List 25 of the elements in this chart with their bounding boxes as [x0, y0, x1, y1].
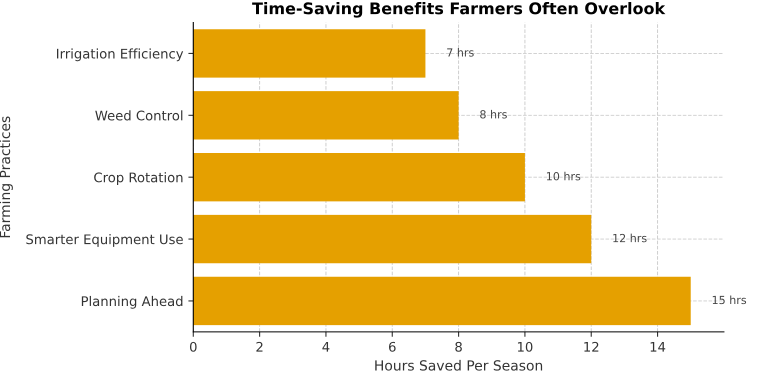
data-label: 7 hrs	[447, 48, 474, 57]
x-tick-label: 2	[256, 342, 262, 352]
y-tick-label: Weed Control	[95, 110, 182, 121]
x-tick-label: 10	[518, 342, 532, 352]
data-label: 8 hrs	[480, 110, 507, 119]
x-tick-label: 8	[455, 342, 462, 352]
y-tick-label: Irrigation Efficiency	[57, 48, 184, 62]
data-label: 10 hrs	[546, 172, 580, 180]
x-tick-label: 6	[388, 342, 396, 352]
x-tick-label: 4	[322, 342, 330, 352]
chart-title: Time-Saving Benefits Farmers Often Overlook	[252, 2, 666, 18]
bar	[193, 29, 426, 78]
data-label: 12 hrs	[613, 234, 647, 242]
y-tick-label: Smarter Equipment Use	[26, 234, 183, 247]
bar	[193, 276, 691, 326]
x-tick-label: 0	[190, 342, 197, 352]
bar	[193, 91, 459, 140]
y-tick-label: Planning Ahead	[82, 296, 182, 309]
data-label: 15 hrs	[712, 296, 746, 304]
x-tick-label: 12	[584, 342, 598, 352]
bar	[193, 214, 592, 264]
bar	[193, 153, 525, 202]
x-tick-label: 14	[650, 342, 666, 352]
x-axis-title: Hours Saved Per Season	[375, 360, 542, 371]
y-tick-label: Crop Rotation	[94, 172, 182, 185]
